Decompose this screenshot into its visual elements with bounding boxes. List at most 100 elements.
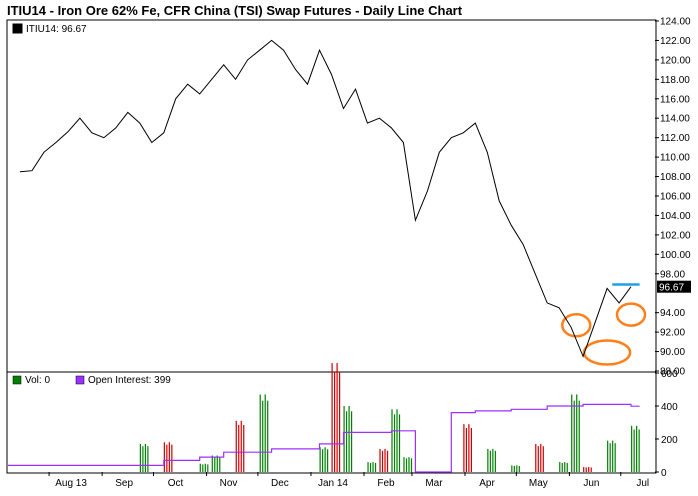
- volume-bar: [576, 394, 578, 472]
- volume-bar: [489, 450, 491, 472]
- price-y-tick-label: 88.00: [660, 367, 685, 378]
- volume-bar: [410, 458, 413, 472]
- volume-bar: [331, 363, 333, 472]
- volume-bar: [147, 446, 149, 472]
- volume-bar: [583, 467, 585, 472]
- price-y-tick-label: 104.00: [660, 211, 691, 222]
- volume-bar: [348, 406, 350, 472]
- volume-bar: [585, 467, 587, 472]
- x-tick-label: Jan 14: [318, 478, 348, 489]
- volume-bar: [535, 443, 537, 472]
- volume-bar: [573, 400, 575, 472]
- x-axis: Aug 13 Sep Oct Nov Dec Jan 14 Feb Mar Apr May Jun J…: [48, 472, 649, 489]
- volume-bar: [207, 464, 209, 472]
- volume-bar: [163, 442, 165, 472]
- volume-bar: [262, 400, 264, 472]
- volume-bar: [564, 462, 566, 472]
- price-panel: [6, 19, 657, 373]
- price-legend-text: ITIU14: 96.67: [26, 24, 87, 35]
- volume-bar: [559, 462, 561, 472]
- price-y-tick-label: 120.00: [660, 55, 691, 66]
- volume-bar: [578, 400, 580, 472]
- volume-bar: [614, 443, 616, 472]
- volume-bar: [391, 409, 393, 472]
- volume-bar: [166, 444, 168, 472]
- volume-bar: [171, 444, 173, 472]
- volume-bar: [322, 449, 324, 472]
- x-tick-label: Sep: [115, 478, 133, 489]
- x-tick-label: Dec: [271, 478, 289, 489]
- volume-bar: [144, 443, 146, 472]
- vol-y-tick-label: 400: [661, 402, 678, 413]
- volume-bar: [492, 448, 494, 472]
- volume-bar: [243, 424, 245, 472]
- volume-bar: [393, 414, 396, 472]
- x-tick-label: Mar: [425, 478, 443, 489]
- volume-bar: [518, 465, 520, 472]
- volume-bar: [324, 447, 326, 472]
- volume-bar: [638, 429, 640, 472]
- volume-bar: [350, 411, 353, 472]
- volume-bar: [403, 457, 405, 472]
- annotation-ellipse: [615, 302, 647, 327]
- volume-bar: [398, 414, 401, 472]
- volume-bar: [408, 457, 410, 472]
- oi-legend-text: Open Interest: 399: [88, 375, 171, 386]
- x-tick-label: Oct: [168, 478, 184, 489]
- volume-bar: [240, 420, 242, 472]
- volume-bar: [139, 443, 141, 472]
- volume-bar: [334, 371, 336, 472]
- price-y-tick-label: 112.00: [660, 133, 690, 144]
- volume-bar: [238, 424, 240, 472]
- open-interest-line: [8, 403, 640, 473]
- price-legend: ITIU14: 96.67: [12, 23, 87, 35]
- price-y-tick-label: 102.00: [660, 230, 691, 241]
- volume-bar: [219, 456, 221, 472]
- price-y-tick-label: 122.00: [660, 36, 691, 47]
- volume-bar: [537, 446, 539, 472]
- volume-bar: [561, 462, 563, 472]
- volume-bar: [319, 447, 321, 472]
- volume-bar: [336, 363, 338, 472]
- volume-bar: [202, 464, 204, 472]
- volume-bar: [609, 443, 611, 472]
- volume-bar: [267, 400, 269, 472]
- volume-bar: [259, 394, 261, 472]
- volume-bar: [571, 394, 573, 472]
- volume-bar: [204, 463, 206, 472]
- volume-bar: [633, 429, 635, 472]
- volume-bar: [494, 450, 496, 472]
- price-y-tick-label: 100.00: [660, 250, 691, 261]
- volume-bar: [379, 448, 381, 472]
- volume-bar: [367, 462, 369, 472]
- x-tick-label: Nov: [220, 478, 238, 489]
- price-line: [19, 39, 632, 358]
- volume-bar: [386, 450, 389, 472]
- volume-bar: [199, 463, 201, 472]
- volume-bar: [468, 424, 470, 472]
- volume-bar: [168, 442, 170, 472]
- volume-bar: [372, 462, 374, 472]
- volume-bar: [516, 465, 518, 472]
- volume-bar: [327, 449, 329, 472]
- volume-bar: [511, 465, 513, 472]
- price-y-tick-label: 108.00: [660, 172, 691, 183]
- price-y-tick-label: 94.00: [660, 308, 685, 319]
- volume-legend: Vol: 0 Open Interest: 399: [12, 375, 171, 386]
- volume-bar: [374, 462, 377, 472]
- chart-title: ITIU14 - Iron Ore 62% Fe, CFR China (TSI…: [7, 3, 463, 18]
- volume-bar: [142, 446, 144, 472]
- price-y-tick-label: 114.00: [660, 114, 690, 125]
- vol-y-tick-label: 600: [661, 369, 678, 380]
- vol-y-tick-label: 0: [661, 468, 667, 479]
- volume-bar: [216, 455, 218, 472]
- volume-bar: [636, 425, 638, 472]
- volume-y-axis: 600 400 200 0: [655, 369, 678, 479]
- volume-bar: [607, 440, 609, 472]
- price-y-axis: 124.00 122.00 120.00 118.00 116.00 114.00 112.…: [655, 17, 691, 378]
- volume-bar: [463, 424, 465, 472]
- volume-bar: [612, 440, 614, 472]
- price-y-tick-label: 118.00: [660, 75, 690, 86]
- volume-bar: [590, 467, 592, 472]
